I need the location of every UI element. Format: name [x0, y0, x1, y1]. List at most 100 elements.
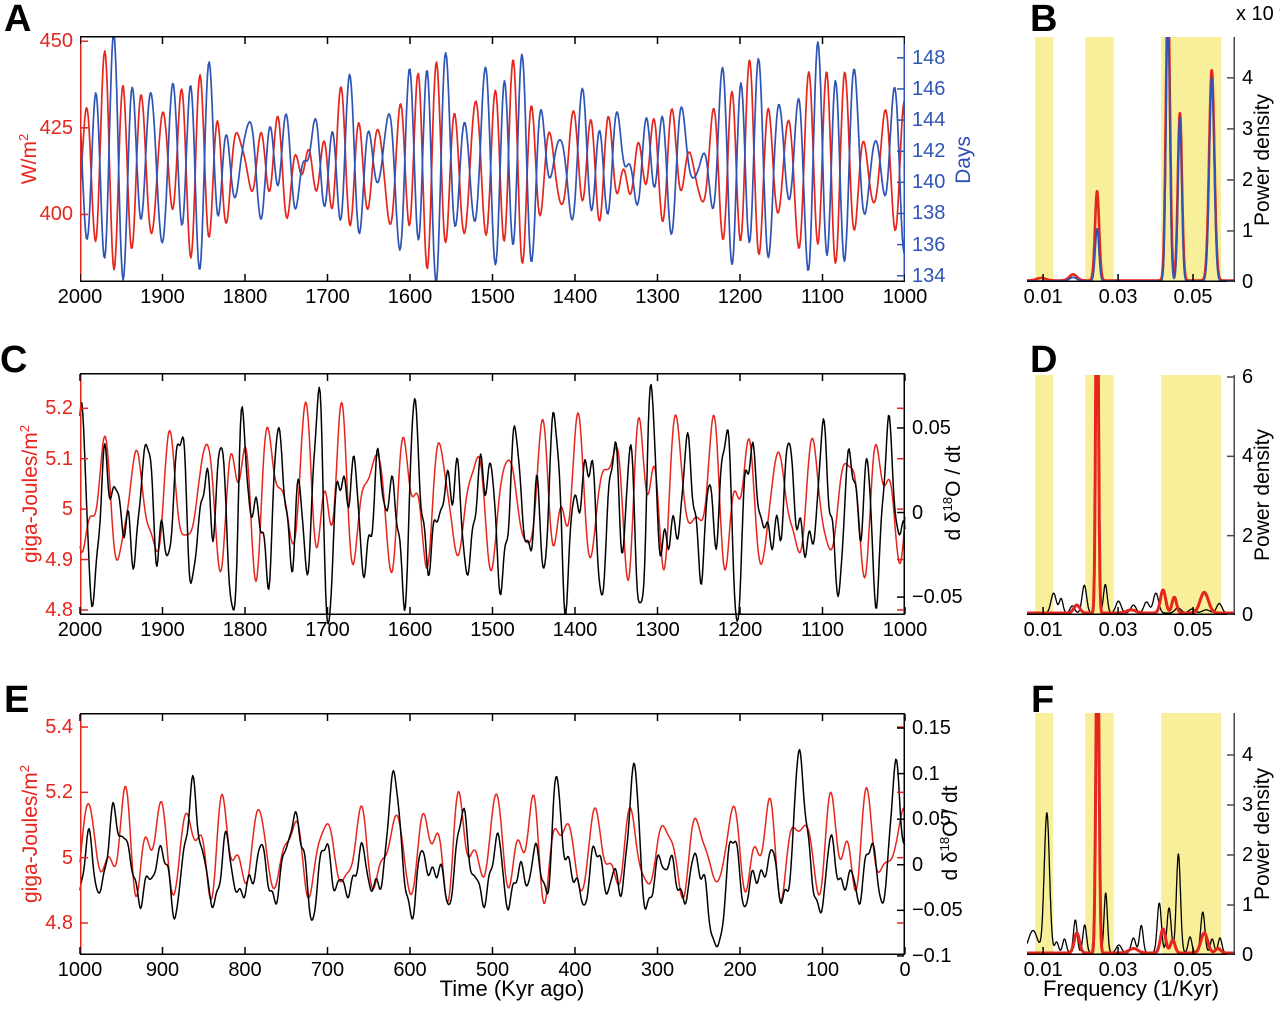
- tick-C-x-1700: 1700: [305, 619, 350, 641]
- tick-B-right-1: 1: [1242, 219, 1254, 242]
- tick-E-x-500: 500: [475, 959, 510, 981]
- tick-A-right-146: 146: [912, 77, 946, 100]
- tick-B-x-0.01: 0.01: [1023, 286, 1063, 308]
- tick-F-right-4: 4: [1242, 744, 1254, 766]
- tick-A-right-140: 140: [912, 171, 946, 194]
- series-d18O-rate-spectrum: [1027, 713, 1235, 954]
- c-left-axis-label: giga-Joules/m2: [17, 425, 42, 563]
- tick-E-right-−0.05: −0.05: [912, 899, 963, 922]
- tick-D-x-0.03: 0.03: [1098, 619, 1138, 641]
- panel-label-a: A: [4, 0, 32, 40]
- highlight-band: [1161, 375, 1222, 615]
- tick-E-left-5.2: 5.2: [45, 781, 73, 804]
- tick-B-right-4: 4: [1242, 66, 1254, 89]
- tick-E-x-0: 0: [899, 959, 911, 981]
- panel-C-canvas: [79, 373, 906, 625]
- panel-D-canvas: [1027, 375, 1235, 615]
- tick-E-x-200: 200: [723, 959, 757, 981]
- tick-A-x-1000: 1000: [882, 286, 928, 308]
- tick-D-right-4: 4: [1242, 445, 1254, 468]
- tick-E-x-900: 900: [145, 959, 180, 981]
- tick-A-x-1800: 1800: [222, 286, 268, 308]
- tick-C-x-1600: 1600: [387, 619, 433, 641]
- tick-C-right-0.05: 0.05: [912, 416, 951, 439]
- tick-D-right-0: 0: [1242, 604, 1254, 626]
- panel-c-timeseries: [79, 373, 906, 625]
- panel-e-timeseries: [79, 713, 906, 957]
- panel-B-canvas: [1027, 37, 1235, 282]
- panel-label-d: D: [1030, 339, 1058, 381]
- highlight-band: [1035, 37, 1054, 282]
- panel-d-spectrum: [1027, 375, 1235, 615]
- f-power-density-label: Power density: [1251, 768, 1274, 900]
- series-d18O-rate-spectrum: [1027, 375, 1235, 614]
- tick-E-x-1000: 1000: [57, 959, 103, 981]
- tick-B-right-3: 3: [1242, 117, 1254, 140]
- tick-A-x-1600: 1600: [387, 286, 433, 308]
- c-right-axis-label: d δ18O / dt: [940, 445, 965, 541]
- tick-A-x-1300: 1300: [635, 286, 680, 308]
- tick-E-right-0.05: 0.05: [912, 808, 951, 831]
- tick-E-left-5: 5: [61, 846, 73, 869]
- panel-label-b: B: [1030, 0, 1058, 40]
- tick-E-x-800: 800: [228, 959, 262, 981]
- panel-b-spectrum: [1027, 37, 1235, 282]
- frequency-axis-label: Frequency (1/Kyr): [1042, 976, 1220, 1001]
- tick-D-x-0.05: 0.05: [1173, 619, 1213, 641]
- panel-label-e: E: [4, 679, 30, 721]
- series-day-length-days: [80, 36, 905, 282]
- tick-F-right-1: 1: [1242, 894, 1254, 916]
- tick-C-x-2000: 2000: [57, 619, 103, 641]
- tick-C-x-1900: 1900: [140, 619, 185, 641]
- tick-A-right-134: 134: [912, 264, 946, 287]
- a-left-axis-label: W/m2: [16, 133, 41, 185]
- tick-E-x-700: 700: [310, 959, 345, 981]
- highlight-band: [1161, 713, 1222, 955]
- tick-C-x-1400: 1400: [552, 619, 598, 641]
- panel-f-spectrum: [1027, 713, 1235, 955]
- tick-D-right-2: 2: [1242, 524, 1254, 547]
- tick-C-x-1300: 1300: [635, 619, 680, 641]
- panel-F-canvas: [1027, 713, 1235, 955]
- tick-E-right-−0.1: −0.1: [912, 944, 952, 967]
- tick-C-x-1800: 1800: [222, 619, 268, 641]
- tick-E-left-5.4: 5.4: [45, 716, 73, 739]
- tick-E-right-0.15: 0.15: [912, 717, 951, 740]
- panel-A-canvas: [80, 36, 905, 282]
- tick-F-x-0.01: 0.01: [1023, 959, 1063, 981]
- tick-E-right-0.1: 0.1: [912, 762, 940, 785]
- tick-C-right-0: 0: [912, 501, 924, 524]
- tick-E-x-600: 600: [393, 959, 427, 981]
- tick-C-x-1500: 1500: [470, 619, 515, 641]
- tick-C-x-1000: 1000: [882, 619, 928, 641]
- series-summer-energy: [79, 401, 906, 583]
- b-power-density-label: Power density: [1251, 94, 1274, 226]
- tick-E-right-0: 0: [912, 853, 924, 876]
- tick-B-x-0.05: 0.05: [1173, 286, 1213, 308]
- series-d18O-rate: [79, 748, 906, 948]
- tick-A-x-1100: 1100: [800, 286, 844, 308]
- tick-C-left-5.2: 5.2: [45, 397, 73, 420]
- tick-A-x-1900: 1900: [140, 286, 185, 308]
- tick-F-right-0: 0: [1242, 944, 1254, 966]
- tick-F-x-0.03: 0.03: [1098, 959, 1138, 981]
- tick-A-x-1400: 1400: [552, 286, 598, 308]
- tick-C-x-1200: 1200: [717, 619, 763, 641]
- tick-A-left-450: 450: [39, 30, 73, 53]
- tick-A-right-138: 138: [912, 202, 946, 225]
- panel-label-f: F: [1031, 679, 1055, 721]
- tick-E-x-400: 400: [558, 959, 592, 981]
- tick-A-x-1700: 1700: [305, 286, 350, 308]
- tick-C-right-−0.05: −0.05: [912, 586, 963, 609]
- tick-E-left-4.8: 4.8: [45, 911, 73, 934]
- tick-E-x-100: 100: [805, 959, 840, 981]
- highlight-band: [1035, 713, 1054, 955]
- tick-A-x-2000: 2000: [57, 286, 103, 308]
- tick-A-x-1500: 1500: [470, 286, 515, 308]
- tick-B-right-0: 0: [1242, 271, 1254, 293]
- b-scale-multiplier: x 10 4: [1236, 2, 1280, 25]
- panel-a-timeseries: [80, 36, 905, 282]
- highlight-band: [1035, 375, 1054, 615]
- series-insolation-w-m2: [80, 50, 905, 271]
